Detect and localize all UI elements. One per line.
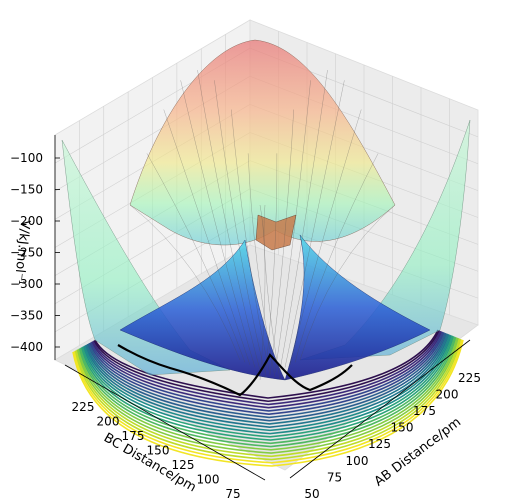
contour-line xyxy=(77,337,458,451)
z-tick-label: −200 xyxy=(10,214,43,228)
z-tick-label: −300 xyxy=(10,277,43,291)
mesh-line xyxy=(289,109,362,366)
mesh-line xyxy=(197,69,261,371)
ab-tick-label: 175 xyxy=(413,404,436,418)
contour-line xyxy=(84,334,450,428)
contour-line xyxy=(85,333,449,425)
surface-left-wall xyxy=(61,139,231,376)
z-tick-labels: −100 −150 −200 −250 −300 −350 −400 xyxy=(10,151,60,354)
mesh-line xyxy=(264,153,278,378)
ab-tick-label: 125 xyxy=(368,437,391,451)
surface-mesh xyxy=(129,69,396,381)
mesh-line xyxy=(180,80,256,368)
mesh-line xyxy=(214,80,266,373)
bc-tick-label: 175 xyxy=(122,429,145,443)
surface xyxy=(61,39,471,381)
mesh-line xyxy=(231,109,271,376)
contour-line xyxy=(79,336,456,445)
mesh-line xyxy=(274,80,311,373)
mesh-line xyxy=(294,153,379,363)
mesh-line xyxy=(279,69,328,371)
z-axis-label: V/kJ.mol⁻¹ xyxy=(11,219,33,285)
axis-edges xyxy=(54,135,471,481)
mesh-line xyxy=(284,80,345,368)
z-tick-label: −250 xyxy=(10,246,43,260)
mesh-line xyxy=(129,204,241,361)
contour-line xyxy=(76,337,460,454)
contour-line xyxy=(86,333,448,422)
mesh-line xyxy=(259,204,266,381)
contour-line xyxy=(73,339,463,464)
ab-tick-label: 150 xyxy=(391,421,414,435)
ab-tick-label: 50 xyxy=(304,487,319,500)
ab-tick-label: 75 xyxy=(327,470,342,484)
contour-line xyxy=(83,334,451,432)
ab-tick-label: 200 xyxy=(436,387,459,401)
z-tick-label: −100 xyxy=(10,151,43,165)
contour-line xyxy=(92,330,442,406)
bc-tick-label: 150 xyxy=(147,444,170,458)
bc-tick-label: 225 xyxy=(72,400,95,414)
bc-tick-label: 200 xyxy=(97,415,120,429)
surface-valley-right xyxy=(284,234,431,381)
bc-tick-label: 125 xyxy=(172,458,195,472)
z-tick-label: −350 xyxy=(10,309,43,323)
mesh-line xyxy=(269,109,294,376)
contour-line xyxy=(74,338,462,461)
contour-line xyxy=(82,335,452,435)
bc-tick-label: 75 xyxy=(225,487,240,500)
bc-tick-label: 100 xyxy=(197,473,220,487)
contour-line xyxy=(91,331,443,409)
mesh-line xyxy=(146,153,246,363)
contour-line xyxy=(81,335,454,438)
z-tick-label: −400 xyxy=(10,340,43,354)
contour-projection xyxy=(72,329,464,467)
contour-line xyxy=(78,336,457,448)
surface-peak xyxy=(129,39,396,246)
contour-line xyxy=(87,332,446,419)
contour-line xyxy=(72,339,464,467)
contour-line xyxy=(75,338,461,458)
contour-line xyxy=(89,332,445,415)
z-tick-label: −150 xyxy=(10,183,43,197)
contour-line xyxy=(90,331,444,412)
mesh-line xyxy=(299,204,396,361)
mesh-line xyxy=(263,204,281,381)
ab-axis-label: AB Distance/pm xyxy=(372,415,464,490)
contour-line xyxy=(94,329,439,399)
trajectory-line xyxy=(117,344,353,397)
ab-tick-label: 100 xyxy=(346,454,369,468)
surface-valley xyxy=(119,239,286,381)
mesh-line xyxy=(247,153,276,378)
contour-line xyxy=(93,330,440,403)
ab-tick-label: 225 xyxy=(458,371,481,385)
